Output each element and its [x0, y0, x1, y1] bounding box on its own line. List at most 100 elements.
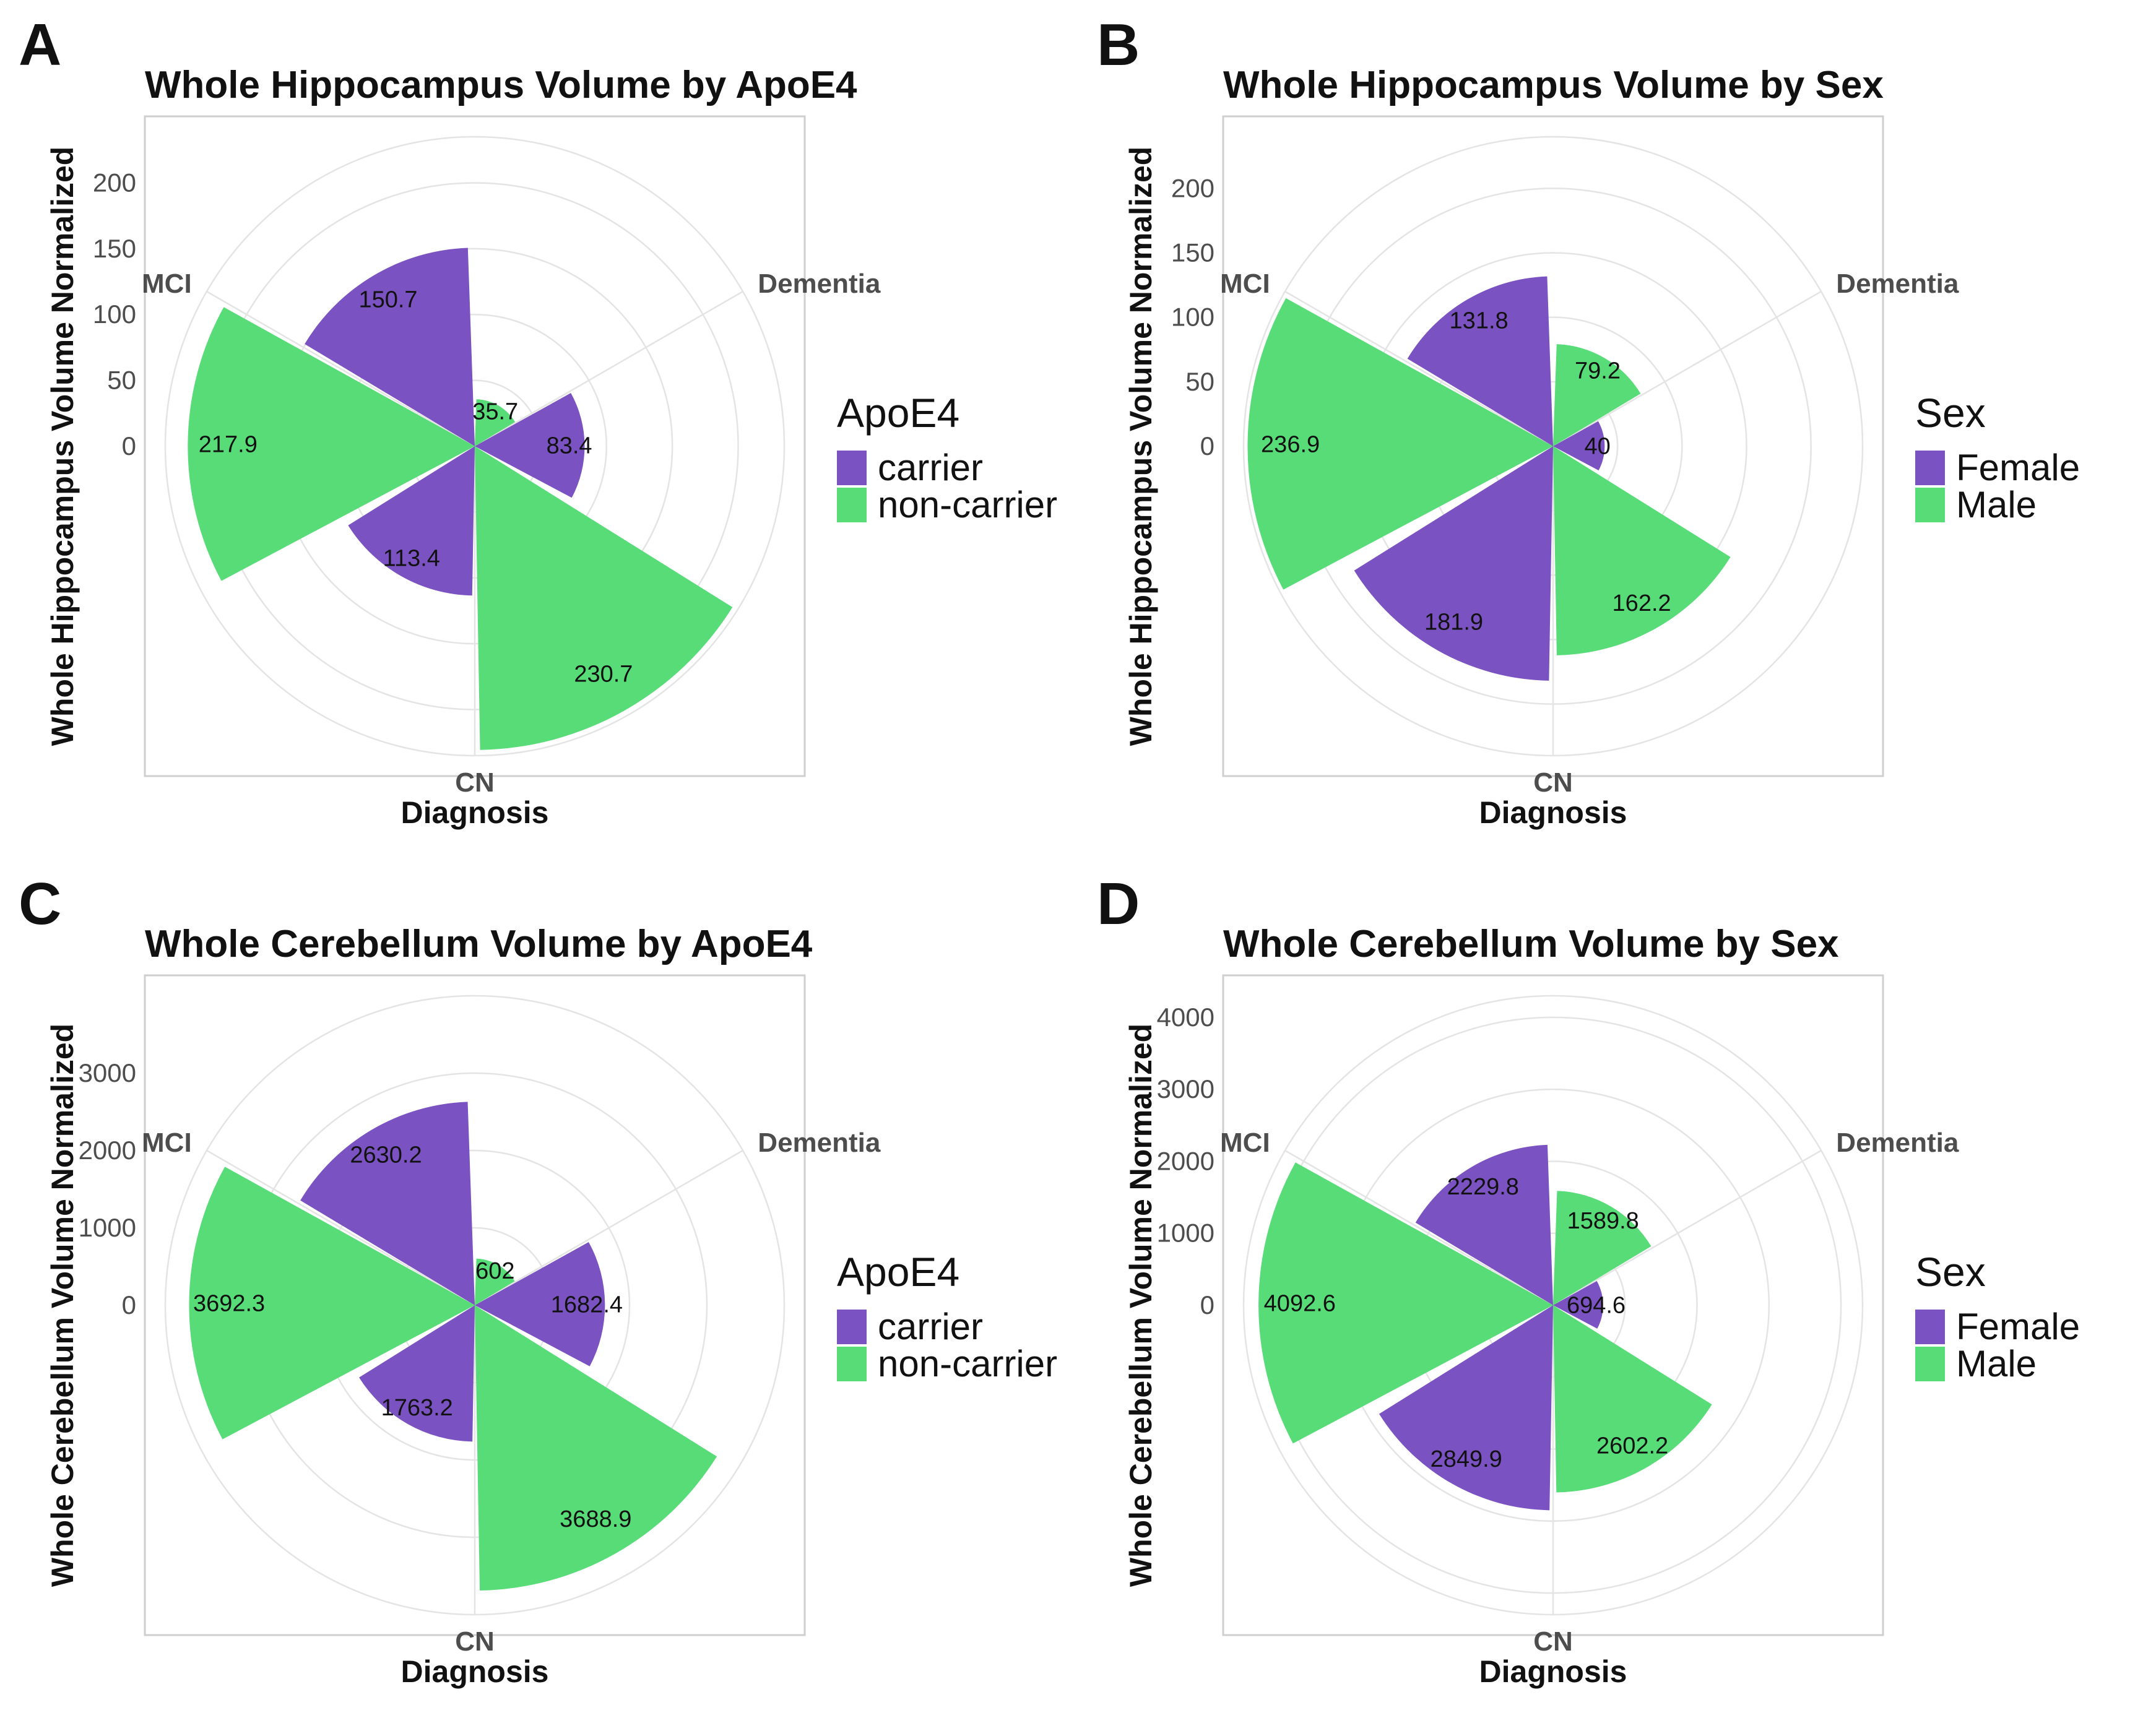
bar-male-mci — [1258, 1162, 1553, 1444]
grid-spoke — [1552, 1149, 1822, 1306]
category-label-mci: MCI — [1220, 1128, 1270, 1158]
category-label-cn: CN — [1533, 767, 1573, 798]
panel-letter: A — [19, 12, 61, 78]
category-label-dementia: Dementia — [758, 1128, 881, 1158]
bar-female-dementia — [1553, 1280, 1603, 1329]
bars — [189, 1102, 717, 1591]
bars — [188, 248, 733, 750]
chart-title: Whole Cerebellum Volume by ApoE4 — [145, 923, 813, 965]
grid-spoke — [1284, 1149, 1554, 1306]
bar-male-cn — [1553, 446, 1731, 655]
data-label-carrier-cn: 113.4 — [383, 546, 440, 572]
x-axis-label: Diagnosis — [401, 1654, 549, 1689]
legend-label-carrier: carrier — [878, 1306, 983, 1347]
tick-label: 50 — [107, 366, 136, 395]
legend-swatch-non-carrier — [837, 488, 867, 522]
tick-label: 0 — [1200, 1290, 1214, 1319]
legend-swatch-female — [1915, 1310, 1945, 1344]
bar-non-carrier-dementia — [475, 1258, 515, 1305]
legend-swatch-carrier — [837, 1310, 867, 1344]
data-label-female-mci: 2229.8 — [1447, 1174, 1519, 1200]
panel-letter: B — [1097, 12, 1140, 78]
tick-label: 0 — [122, 1290, 136, 1319]
bar-carrier-cn — [359, 1305, 475, 1442]
tick-label: 100 — [93, 300, 136, 329]
bars — [1247, 276, 1731, 681]
legend-title: ApoE4 — [837, 390, 959, 436]
data-labels: 181.9 162.2 131.8 236.9 40 79.2 — [1261, 308, 1671, 636]
tick-label: 150 — [93, 234, 136, 263]
grid-spoke — [206, 1149, 475, 1306]
tick-label: 200 — [93, 168, 136, 197]
bar-male-mci — [1247, 298, 1553, 590]
data-label-carrier-cn: 1763.2 — [381, 1395, 453, 1421]
panel-letter: D — [1097, 871, 1140, 937]
data-label-female-cn: 2849.9 — [1431, 1446, 1502, 1472]
data-label-non-carrier-cn: 3688.9 — [560, 1506, 631, 1532]
grid-spoke — [474, 290, 743, 447]
bar-non-carrier-cn — [475, 1305, 717, 1591]
polar-grid — [164, 136, 786, 757]
data-label-female-dementia: 694.6 — [1567, 1292, 1626, 1318]
bar-carrier-cn — [348, 446, 475, 596]
category-label-mci: MCI — [1220, 269, 1270, 299]
chart-title: Whole Hippocampus Volume by Sex — [1223, 64, 1884, 106]
data-label-male-mci: 236.9 — [1261, 431, 1320, 457]
x-axis-label: Diagnosis — [1479, 1654, 1627, 1689]
y-axis-label: Whole Cerebellum Volume Normalized — [45, 1024, 80, 1587]
legend-swatch-carrier — [837, 451, 867, 485]
data-label-carrier-mci: 150.7 — [358, 287, 417, 313]
chart-title: Whole Hippocampus Volume by ApoE4 — [145, 64, 857, 106]
data-label-female-cn: 181.9 — [1424, 610, 1483, 636]
category-label-cn: CN — [455, 1626, 495, 1657]
bar-female-cn — [1354, 446, 1553, 681]
data-label-female-mci: 131.8 — [1450, 308, 1509, 334]
bar-female-mci — [1415, 1144, 1553, 1305]
bar-non-carrier-dementia — [475, 399, 516, 446]
panel-c-chart: C Whole Cerebellum Volume by ApoE4 1763.2 3… — [19, 871, 1057, 1689]
tick-label: 2000 — [1157, 1146, 1214, 1175]
category-label-dementia: Dementia — [1836, 269, 1959, 299]
data-label-non-carrier-dementia: 602 — [475, 1258, 514, 1284]
bar-non-carrier-cn — [475, 446, 733, 750]
panel-b-chart: B Whole Hippocampus Volume by Sex 181.9 162… — [1097, 12, 2080, 830]
grid-spoke — [206, 290, 475, 447]
bar-male-dementia — [1553, 344, 1641, 446]
grid-spoke — [474, 1149, 743, 1306]
bar-male-cn — [1553, 1305, 1712, 1493]
tick-label: 1000 — [79, 1213, 136, 1242]
data-label-male-cn: 2602.2 — [1596, 1433, 1668, 1459]
polar-grid — [1242, 995, 1864, 1616]
tick-label: 0 — [122, 431, 136, 460]
tick-label: 150 — [1171, 238, 1214, 267]
chart-title: Whole Cerebellum Volume by Sex — [1223, 923, 1839, 965]
x-axis-label: Diagnosis — [1479, 795, 1627, 830]
legend-swatch-male — [1915, 1347, 1945, 1381]
bar-non-carrier-mci — [189, 1167, 475, 1440]
bar-female-dementia — [1553, 421, 1605, 471]
data-label-non-carrier-mci: 3692.3 — [193, 1291, 265, 1317]
data-label-non-carrier-cn: 230.7 — [574, 661, 633, 687]
y-axis-label: Whole Cerebellum Volume Normalized — [1123, 1024, 1158, 1587]
data-label-non-carrier-dementia: 35.7 — [472, 399, 518, 425]
bar-carrier-dementia — [475, 392, 585, 498]
data-label-female-dementia: 40 — [1585, 433, 1611, 459]
legend-label-male: Male — [1956, 484, 2037, 525]
tick-label: 0 — [1200, 431, 1214, 460]
legend-title: Sex — [1915, 1249, 1986, 1295]
data-label-male-dementia: 1589.8 — [1567, 1208, 1639, 1234]
category-label-mci: MCI — [142, 1128, 192, 1158]
category-label-dementia: Dementia — [758, 269, 881, 299]
y-axis-label: Whole Hippocampus Volume Normalized — [1123, 147, 1158, 746]
bar-female-mci — [1407, 276, 1553, 446]
grid-spoke — [1552, 290, 1822, 447]
data-labels: 2849.9 2602.2 2229.8 4092.6 694.6 1589.8 — [1264, 1174, 1669, 1472]
x-axis-label: Diagnosis — [401, 795, 549, 830]
grid-spoke — [1284, 290, 1554, 447]
panel-d-chart: D Whole Cerebellum Volume by Sex 2849.9 260… — [1097, 871, 2080, 1689]
tick-label: 2000 — [79, 1136, 136, 1165]
